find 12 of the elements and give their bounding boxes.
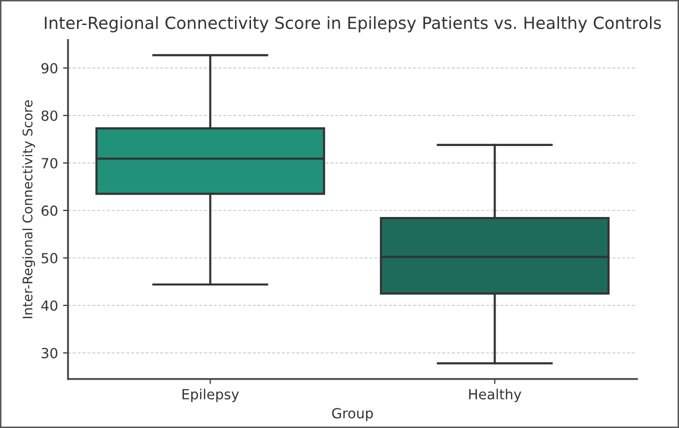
y-tick-label: 40 <box>41 300 58 311</box>
y-axis-title: Inter-Regional Connectivity Score <box>22 100 36 318</box>
y-tick-label: 30 <box>42 348 58 358</box>
y-tick-label: 50 <box>42 252 58 264</box>
x-tick-label: Epilepsy <box>182 388 239 402</box>
x-tick-label: Healthy <box>469 388 522 402</box>
y-tick-label: 80 <box>42 110 58 121</box>
y-tick-label: 60 <box>42 205 58 216</box>
x-axis-title: Group <box>332 408 373 422</box>
y-tick-label: 70 <box>42 158 58 168</box>
y-tick-label: 90 <box>41 62 58 74</box>
chart-title: Inter-Regional Connectivity Score in Epilepsy Patients vs. Healthy Controls <box>44 16 661 32</box>
